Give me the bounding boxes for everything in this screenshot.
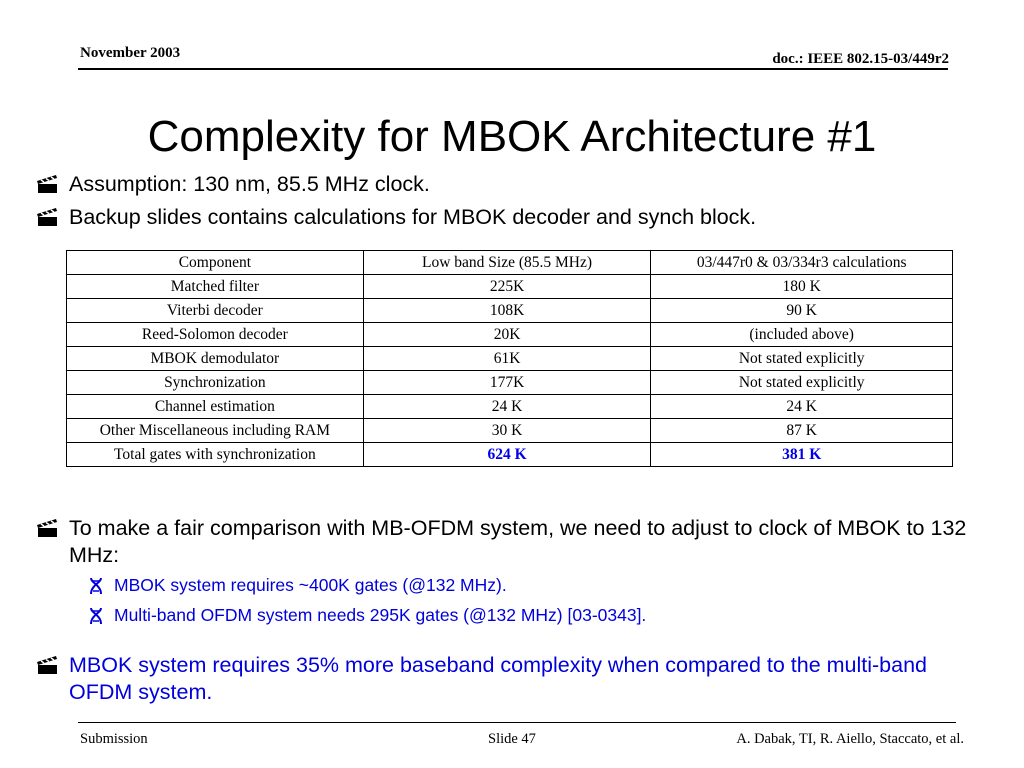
column-header: Low band Size (85.5 MHz) (362, 250, 652, 275)
table-row: Synchronization 177K Not stated explicit… (66, 370, 953, 395)
table-row: MBOK demodulator 61K Not stated explicit… (66, 346, 953, 371)
table-row: Other Miscellaneous including RAM 30 K 8… (66, 418, 953, 443)
footer-divider (78, 722, 956, 723)
complexity-table: Component Low band Size (85.5 MHz) 03/44… (66, 250, 953, 467)
total-value: 624 K (362, 442, 652, 467)
double-helix-icon (90, 577, 102, 595)
table-cell: 225K (362, 274, 652, 299)
sub-bullet-text: Multi-band OFDM system needs 295K gates … (114, 605, 647, 625)
table-cell: Reed-Solomon decoder (66, 322, 364, 347)
column-header: Component (66, 250, 364, 275)
table-cell: 61K (362, 346, 652, 371)
footer-authors: A. Dabak, TI, R. Aiello, Staccato, et al… (736, 731, 964, 747)
sub-bullet-ofdm: Multi-band OFDM system needs 295K gates … (88, 604, 646, 626)
table-total-row: Total gates with synchronization 624 K 3… (66, 442, 953, 467)
table-cell: Synchronization (66, 370, 364, 395)
table-row: Reed-Solomon decoder 20K (included above… (66, 322, 953, 347)
footer-slide-number: Slide 47 (488, 731, 536, 747)
table-cell: Viterbi decoder (66, 298, 364, 323)
table-cell: 87 K (650, 418, 953, 443)
table-cell: Matched filter (66, 274, 364, 299)
bullet-text: MBOK system requires 35% more baseband c… (69, 653, 928, 704)
table-cell: 180 K (650, 274, 953, 299)
slide-title: Complexity for MBOK Architecture #1 (147, 112, 877, 161)
header-doc-id: doc.: IEEE 802.15-03/449r2 (772, 51, 949, 67)
clapperboard-icon (37, 175, 57, 193)
footer-submission: Submission (80, 731, 148, 747)
bullet-assumption: Assumption: 130 nm, 85.5 MHz clock. (36, 171, 991, 198)
table-row: Matched filter 225K 180 K (66, 274, 953, 299)
table-cell: 20K (362, 322, 652, 347)
bullet-text: Assumption: 130 nm, 85.5 MHz clock. (69, 172, 430, 196)
bullet-text: Backup slides contains calculations for … (69, 205, 757, 229)
table-cell: 24 K (650, 394, 953, 419)
double-helix-icon (90, 607, 102, 625)
table-cell: 177K (362, 370, 652, 395)
table-header-row: Component Low band Size (85.5 MHz) 03/44… (66, 250, 953, 275)
clapperboard-icon (37, 208, 57, 226)
table-cell: Other Miscellaneous including RAM (66, 418, 364, 443)
header-date: November 2003 (80, 45, 181, 61)
bullet-conclusion: MBOK system requires 35% more baseband c… (36, 652, 991, 706)
table-row: Channel estimation 24 K 24 K (66, 394, 953, 419)
table-cell: 30 K (362, 418, 652, 443)
clapperboard-icon (37, 519, 57, 537)
table-row: Viterbi decoder 108K 90 K (66, 298, 953, 323)
table-cell: (included above) (650, 322, 953, 347)
table-cell: 108K (362, 298, 652, 323)
clapperboard-icon (37, 656, 57, 674)
bullet-fair-comparison: To make a fair comparison with MB-OFDM s… (36, 515, 991, 569)
sub-bullet-mbok: MBOK system requires ~400K gates (@132 M… (88, 574, 507, 596)
table-cell: MBOK demodulator (66, 346, 364, 371)
table-cell: Total gates with synchronization (66, 442, 364, 467)
table-cell: 90 K (650, 298, 953, 323)
bullet-backup: Backup slides contains calculations for … (36, 204, 991, 231)
column-header: 03/447r0 & 03/334r3 calculations (650, 250, 953, 275)
header-divider (78, 68, 948, 70)
table-cell: Not stated explicitly (650, 370, 953, 395)
table-cell: Channel estimation (66, 394, 364, 419)
total-value: 381 K (650, 442, 953, 467)
bullet-text: To make a fair comparison with MB-OFDM s… (69, 516, 967, 567)
table-cell: Not stated explicitly (650, 346, 953, 371)
sub-bullet-text: MBOK system requires ~400K gates (@132 M… (114, 575, 507, 595)
table-cell: 24 K (362, 394, 652, 419)
